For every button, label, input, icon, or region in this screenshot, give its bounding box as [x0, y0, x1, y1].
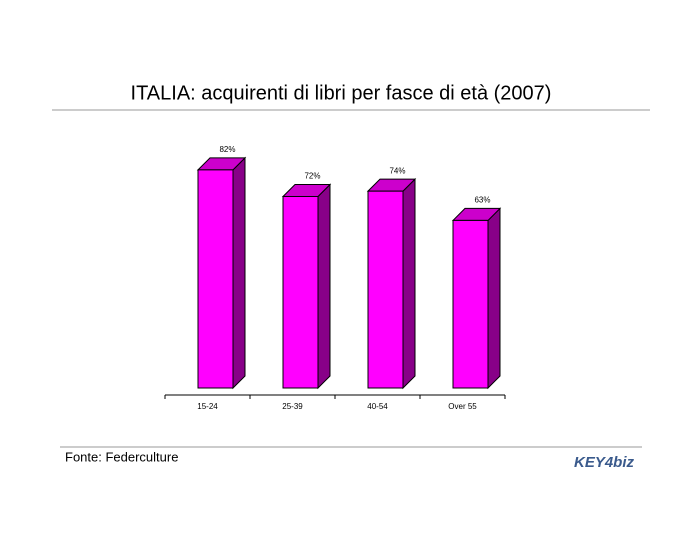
bar — [367, 190, 404, 389]
x-tick-label: 40-54 — [367, 402, 388, 411]
bar-side — [487, 207, 501, 390]
logo: KEY4biz — [574, 454, 635, 471]
value-label: 63% — [474, 196, 490, 205]
chart-title: ITALIA: acquirenti di libri per fasce di… — [131, 82, 552, 104]
x-tick-label: Over 55 — [448, 402, 477, 411]
value-label: 72% — [304, 172, 320, 181]
bar — [452, 219, 489, 389]
bar-side — [317, 183, 331, 390]
value-label: 74% — [389, 166, 405, 175]
x-tick-label: 25-39 — [282, 402, 303, 411]
value-label: 82% — [219, 145, 235, 154]
bar-side — [402, 177, 416, 390]
bar — [197, 169, 234, 389]
bar-side — [232, 156, 246, 390]
bar — [282, 195, 319, 389]
x-tick-label: 15-24 — [197, 402, 218, 411]
source: Fonte: Federculture — [65, 449, 178, 464]
